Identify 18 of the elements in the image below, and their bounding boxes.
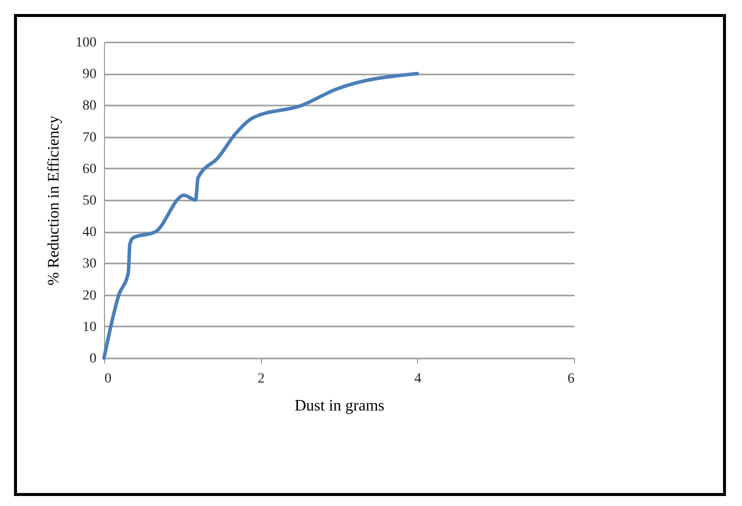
y-tick-label: 100 <box>76 36 96 50</box>
x-tick-label: 6 <box>568 372 574 386</box>
y-tick-label: 50 <box>82 194 96 208</box>
y-tick-label: 40 <box>82 225 96 240</box>
x-tick-label: 2 <box>258 372 265 386</box>
line-series <box>102 72 420 360</box>
y-tick-label: 60 <box>82 162 96 177</box>
y-tick-label: 20 <box>82 288 96 304</box>
y-axis-title: % Reduction in Efficiency <box>46 116 62 286</box>
y-tick-label: 90 <box>82 67 96 82</box>
y-tick-label: 80 <box>82 98 96 114</box>
x-axis-title: Dust in grams <box>294 398 384 414</box>
x-tick-label: 4 <box>414 372 422 386</box>
y-tick-label: 10 <box>82 320 96 335</box>
x-tick-label: 0 <box>104 372 112 386</box>
y-tick-label: 30 <box>82 256 96 272</box>
y-tick-label: 70 <box>82 130 96 146</box>
y-tick-label: 0 <box>90 352 96 366</box>
